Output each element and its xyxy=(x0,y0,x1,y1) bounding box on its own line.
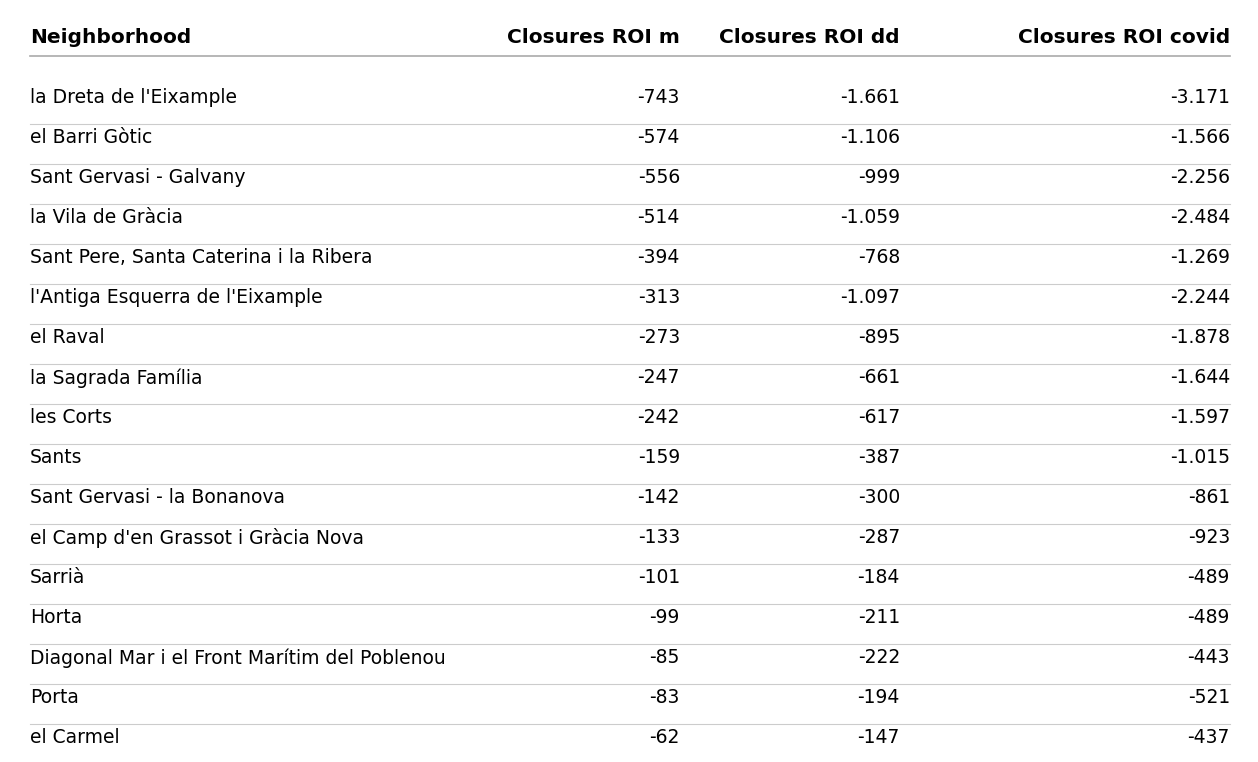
Text: -62: -62 xyxy=(649,728,681,747)
Text: Sants: Sants xyxy=(30,448,83,467)
Text: la Sagrada Família: la Sagrada Família xyxy=(30,368,203,388)
Text: -1.566: -1.566 xyxy=(1170,128,1230,147)
Text: -923: -923 xyxy=(1188,528,1230,547)
Text: -521: -521 xyxy=(1188,688,1230,707)
Text: -300: -300 xyxy=(858,488,899,507)
Text: -1.269: -1.269 xyxy=(1170,248,1230,267)
Text: Neighborhood: Neighborhood xyxy=(30,28,191,47)
Text: -85: -85 xyxy=(649,648,681,667)
Text: -142: -142 xyxy=(638,488,681,507)
Text: -247: -247 xyxy=(638,368,681,387)
Text: -159: -159 xyxy=(638,448,681,467)
Text: Porta: Porta xyxy=(30,688,79,707)
Text: -3.171: -3.171 xyxy=(1170,88,1230,107)
Text: -743: -743 xyxy=(638,88,681,107)
Text: -1.097: -1.097 xyxy=(840,288,899,307)
Text: -184: -184 xyxy=(858,568,899,587)
Text: -147: -147 xyxy=(858,728,899,747)
Text: les Corts: les Corts xyxy=(30,408,112,427)
Text: Sarrià: Sarrià xyxy=(30,568,86,587)
Text: -211: -211 xyxy=(858,608,899,627)
Text: -1.597: -1.597 xyxy=(1170,408,1230,427)
Text: -394: -394 xyxy=(638,248,681,267)
Text: -99: -99 xyxy=(649,608,681,627)
Text: -617: -617 xyxy=(858,408,899,427)
Text: -489: -489 xyxy=(1188,568,1230,587)
Text: -2.256: -2.256 xyxy=(1170,168,1230,187)
Text: -133: -133 xyxy=(638,528,681,547)
Text: -1.878: -1.878 xyxy=(1170,328,1230,347)
Text: -313: -313 xyxy=(638,288,681,307)
Text: -574: -574 xyxy=(638,128,681,147)
Text: Closures ROI m: Closures ROI m xyxy=(507,28,681,47)
Text: Diagonal Mar i el Front Marítim del Poblenou: Diagonal Mar i el Front Marítim del Pobl… xyxy=(30,648,445,668)
Text: l'Antiga Esquerra de l'Eixample: l'Antiga Esquerra de l'Eixample xyxy=(30,288,322,307)
Text: -387: -387 xyxy=(858,448,899,467)
Text: el Camp d'en Grassot i Gràcia Nova: el Camp d'en Grassot i Gràcia Nova xyxy=(30,528,364,548)
Text: -287: -287 xyxy=(858,528,899,547)
Text: -194: -194 xyxy=(858,688,899,707)
Text: -1.015: -1.015 xyxy=(1170,448,1230,467)
Text: Closures ROI covid: Closures ROI covid xyxy=(1018,28,1230,47)
Text: -1.106: -1.106 xyxy=(840,128,899,147)
Text: -83: -83 xyxy=(649,688,681,707)
Text: la Dreta de l'Eixample: la Dreta de l'Eixample xyxy=(30,88,237,107)
Text: el Carmel: el Carmel xyxy=(30,728,120,747)
Text: el Raval: el Raval xyxy=(30,328,104,347)
Text: -514: -514 xyxy=(638,208,681,227)
Text: -999: -999 xyxy=(858,168,899,187)
Text: -101: -101 xyxy=(638,568,681,587)
Text: -273: -273 xyxy=(638,328,681,347)
Text: -2.244: -2.244 xyxy=(1170,288,1230,307)
Text: el Barri Gòtic: el Barri Gòtic xyxy=(30,128,152,147)
Text: Closures ROI dd: Closures ROI dd xyxy=(720,28,899,47)
Text: -437: -437 xyxy=(1188,728,1230,747)
Text: -895: -895 xyxy=(858,328,899,347)
Text: -661: -661 xyxy=(858,368,899,387)
Text: Horta: Horta xyxy=(30,608,82,627)
Text: -1.661: -1.661 xyxy=(840,88,899,107)
Text: -768: -768 xyxy=(858,248,899,267)
Text: Sant Gervasi - Galvany: Sant Gervasi - Galvany xyxy=(30,168,245,187)
Text: -556: -556 xyxy=(638,168,681,187)
Text: -861: -861 xyxy=(1188,488,1230,507)
Text: la Vila de Gràcia: la Vila de Gràcia xyxy=(30,208,182,227)
Text: -443: -443 xyxy=(1188,648,1230,667)
Text: -2.484: -2.484 xyxy=(1170,208,1230,227)
Text: -1.644: -1.644 xyxy=(1170,368,1230,387)
Text: -222: -222 xyxy=(858,648,899,667)
Text: -489: -489 xyxy=(1188,608,1230,627)
Text: -242: -242 xyxy=(638,408,681,427)
Text: -1.059: -1.059 xyxy=(840,208,899,227)
Text: Sant Gervasi - la Bonanova: Sant Gervasi - la Bonanova xyxy=(30,488,286,507)
Text: Sant Pere, Santa Caterina i la Ribera: Sant Pere, Santa Caterina i la Ribera xyxy=(30,248,372,267)
